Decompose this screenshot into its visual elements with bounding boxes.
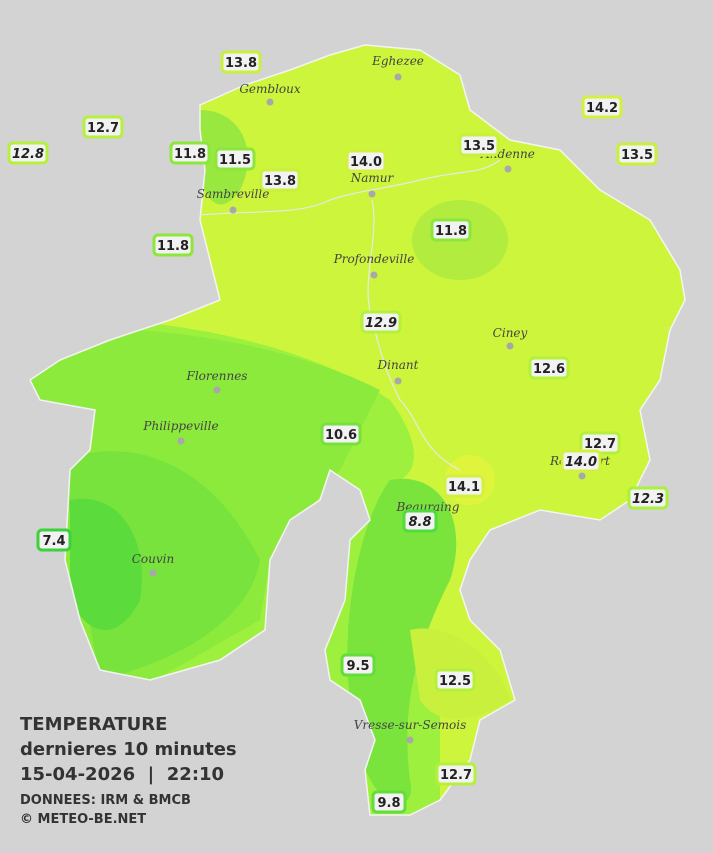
- town-label: Vresse-sur-Semois: [354, 718, 467, 732]
- station-box: [82, 115, 124, 139]
- station-temp: 9.8: [377, 796, 400, 811]
- station-temp: 12.7: [440, 768, 472, 783]
- station-temp: 12.9: [365, 316, 397, 331]
- rivers: [199, 159, 501, 471]
- town-dot: [504, 165, 512, 173]
- station-temp: 12.6: [533, 362, 565, 377]
- station-box: [345, 149, 387, 173]
- legend-credit: © METEO-BE.NET: [20, 812, 146, 827]
- station-temp: 7.4: [42, 534, 65, 549]
- station-box: [220, 50, 262, 74]
- station-box: [259, 168, 301, 192]
- legend-timestamp: 15-04-2026 | 22:10: [20, 764, 224, 785]
- station-box: [320, 422, 362, 446]
- town-dot: [406, 736, 414, 744]
- station-box: [435, 762, 477, 786]
- station-box: [560, 449, 602, 473]
- station-box: [340, 653, 376, 677]
- town-dot: [229, 206, 237, 214]
- town-label: Gembloux: [239, 82, 301, 96]
- station-box: [169, 141, 211, 165]
- station-temp: 14.0: [350, 155, 382, 170]
- station-box: [430, 218, 472, 242]
- station-box: [627, 486, 669, 510]
- station-temp: 12.5: [439, 674, 471, 689]
- town-dot: [370, 271, 378, 279]
- station-box: [7, 141, 49, 165]
- station-temp: 13.8: [264, 174, 296, 189]
- station-box: [528, 356, 570, 380]
- station-box: [152, 233, 194, 257]
- station-temp: 9.5: [346, 659, 369, 674]
- legend-subtitle: dernieres 10 minutes: [20, 739, 237, 760]
- station-temp: 13.8: [225, 56, 257, 71]
- station-box: [616, 142, 658, 166]
- station-box: [458, 133, 500, 157]
- town-label: Philippeville: [142, 419, 218, 433]
- town-label: Ciney: [493, 326, 528, 340]
- town-dot: [394, 377, 402, 385]
- station-box: [402, 509, 438, 533]
- station-temp: 14.0: [565, 455, 597, 470]
- station-temp: 14.1: [448, 480, 480, 495]
- town-dot: [506, 342, 514, 350]
- town-dot: [149, 569, 157, 577]
- town-dot: [368, 190, 376, 198]
- town-dot: [177, 437, 185, 445]
- station-temp: 12.8: [12, 147, 44, 162]
- legend-title: TEMPERATURE: [20, 714, 167, 735]
- station-temp: 11.8: [435, 224, 467, 239]
- town-dot: [213, 386, 221, 394]
- station-temp: 8.8: [408, 515, 431, 530]
- towns: EghezeeGemblouxAndenneNamurSambrevillePr…: [132, 54, 610, 744]
- station-box: [434, 668, 476, 692]
- town-label: Eghezee: [371, 54, 424, 68]
- town-dot: [578, 472, 586, 480]
- town-label: Sambreville: [197, 187, 270, 201]
- station-temp: 11.5: [219, 153, 251, 168]
- legend-source: DONNEES: IRM & BMCB: [20, 793, 191, 808]
- station-temp: 12.3: [632, 492, 664, 507]
- station-box: [581, 95, 623, 119]
- station-temp: 11.8: [174, 147, 206, 162]
- town-label: Namur: [350, 171, 395, 185]
- station-temp: 14.2: [586, 101, 618, 116]
- station-temp: 13.5: [463, 139, 495, 154]
- town-dot: [266, 98, 274, 106]
- town-label: Couvin: [132, 552, 174, 566]
- station-temp: 12.7: [87, 121, 119, 136]
- stations: 13.8 12.7 12.8 11.8 11.5 13.8 14.0 13.5 14.2 13.5…: [7, 50, 669, 814]
- station-temp: 13.5: [621, 148, 653, 163]
- station-temp: 10.6: [325, 428, 357, 443]
- station-temp: 11.8: [157, 239, 189, 254]
- station-box: [214, 147, 256, 171]
- station-box: [443, 474, 485, 498]
- town-label: Dinant: [377, 358, 419, 372]
- station-box: [360, 310, 402, 334]
- town-label: Profondeville: [333, 252, 415, 266]
- town-dot: [394, 73, 402, 81]
- station-box: [36, 528, 72, 552]
- station-box: [371, 790, 407, 814]
- station-temp: 12.7: [584, 437, 616, 452]
- town-label: Florennes: [186, 369, 248, 383]
